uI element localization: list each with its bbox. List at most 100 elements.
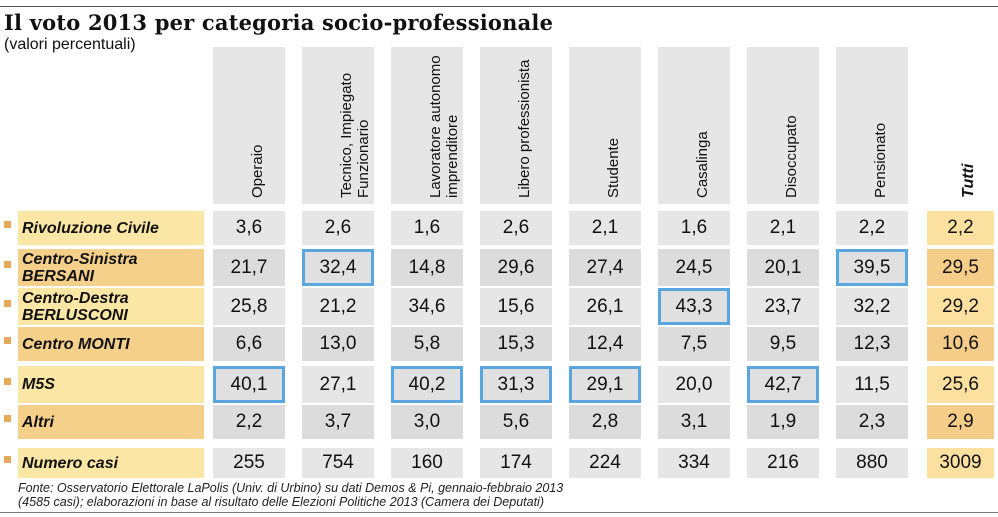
highlighted-cell: 42,7 (747, 366, 819, 403)
table-cell: 27,4 (569, 249, 641, 286)
row-bullet (4, 260, 11, 268)
chart-title: Il voto 2013 per categoria socio-profess… (4, 10, 554, 35)
table-cell: 2,6 (302, 211, 374, 245)
table-cell: 3,1 (658, 405, 730, 439)
row-label-text: Centro-Sinistra BERSANI (22, 250, 138, 285)
table-cell: 23,7 (747, 288, 819, 325)
table-cell: 6,6 (213, 327, 285, 361)
table-cell: 2,1 (569, 211, 641, 245)
table-cell: 12,3 (836, 327, 908, 361)
column-header-label: Libero professionista (516, 59, 533, 198)
row-label: Numero casi (18, 448, 204, 478)
table-cell: 3,7 (302, 405, 374, 439)
table-cell: 754 (302, 448, 374, 478)
table-cell: 1,9 (747, 405, 819, 439)
table-cell: 5,6 (480, 405, 552, 439)
table-cell: 24,5 (658, 249, 730, 286)
top-rule (0, 6, 998, 7)
row-label: Centro-Destra BERLUSCONI (18, 288, 204, 325)
highlighted-cell: 40,2 (391, 366, 463, 403)
row-bullet (4, 337, 11, 344)
chart-subtitle: (valori percentuali) (4, 36, 136, 53)
table-cell: 160 (391, 448, 463, 478)
row-bullet (4, 456, 11, 463)
table-cell: 13,0 (302, 327, 374, 361)
table-cell: 21,2 (302, 288, 374, 325)
column-header-label: Casalinga (694, 131, 711, 198)
row-bullet (4, 299, 11, 307)
table-cell: 2,8 (569, 405, 641, 439)
table-cell: 25,8 (213, 288, 285, 325)
bottom-rule (0, 512, 998, 513)
total-column-header-label: Tutti (959, 163, 977, 198)
table-cell: 2,6 (480, 211, 552, 245)
row-bullet (4, 377, 11, 385)
row-bullet (4, 221, 11, 228)
total-cell: 25,6 (927, 366, 994, 403)
table-cell: 7,5 (658, 327, 730, 361)
total-cell: 29,5 (927, 249, 994, 286)
column-header: Lavoratore autonomo imprenditore (391, 47, 463, 204)
table-cell: 334 (658, 448, 730, 478)
table-cell: 12,4 (569, 327, 641, 361)
row-label-text: Altri (22, 413, 54, 431)
highlighted-cell: 40,1 (213, 366, 285, 403)
table-cell: 15,3 (480, 327, 552, 361)
table-cell: 20,1 (747, 249, 819, 286)
column-header: Pensionato (836, 47, 908, 204)
table-cell: 32,2 (836, 288, 908, 325)
table-cell: 1,6 (391, 211, 463, 245)
table-cell: 29,6 (480, 249, 552, 286)
table-cell: 9,5 (747, 327, 819, 361)
column-header-label: Pensionato (872, 122, 889, 198)
total-cell: 2,9 (927, 405, 994, 439)
column-header-label: Lavoratore autonomo imprenditore (427, 55, 461, 198)
column-header: Operaio (213, 47, 285, 204)
table-cell: 1,6 (658, 211, 730, 245)
highlighted-cell: 32,4 (302, 249, 374, 286)
column-header: Casalinga (658, 47, 730, 204)
table-cell: 224 (569, 448, 641, 478)
table-cell: 34,6 (391, 288, 463, 325)
table-cell: 20,0 (658, 366, 730, 403)
row-label-text: Centro-Destra BERLUSCONI (22, 289, 129, 324)
column-header-label: Studente (605, 137, 622, 198)
table-cell: 21,7 (213, 249, 285, 286)
table-cell: 14,8 (391, 249, 463, 286)
row-label-text: Centro MONTI (22, 335, 130, 353)
source-note: Fonte: Osservatorio Elettorale LaPolis (… (18, 481, 564, 509)
column-header: Libero professionista (480, 47, 552, 204)
column-header-label: Disoccupato (783, 115, 800, 198)
row-label: M5S (18, 366, 204, 403)
table-cell: 2,2 (836, 211, 908, 245)
total-cell: 29,2 (927, 288, 994, 325)
row-label: Centro-Sinistra BERSANI (18, 249, 204, 286)
row-label-text: Numero casi (22, 454, 119, 472)
row-bullet (4, 415, 11, 422)
row-label: Centro MONTI (18, 327, 204, 361)
column-header: Studente (569, 47, 641, 204)
table-cell: 174 (480, 448, 552, 478)
table-cell: 26,1 (569, 288, 641, 325)
table-cell: 880 (836, 448, 908, 478)
row-label-text: Rivoluzione Civile (22, 219, 159, 237)
table-cell: 216 (747, 448, 819, 478)
column-header: Tecnico, Impiegato Funzionario (302, 47, 374, 204)
table-cell: 11,5 (836, 366, 908, 403)
total-column-header: Tutti (925, 47, 994, 204)
table-cell: 15,6 (480, 288, 552, 325)
total-cell: 2,2 (927, 211, 994, 245)
column-header-label: Tecnico, Impiegato Funzionario (338, 72, 372, 198)
row-label-text: M5S (22, 376, 55, 393)
total-cell: 3009 (927, 448, 994, 478)
highlighted-cell: 31,3 (480, 366, 552, 403)
table-cell: 5,8 (391, 327, 463, 361)
row-label: Rivoluzione Civile (18, 211, 204, 245)
table-cell: 27,1 (302, 366, 374, 403)
column-header: Disoccupato (747, 47, 819, 204)
table-cell: 3,6 (213, 211, 285, 245)
total-cell: 10,6 (927, 327, 994, 361)
highlighted-cell: 43,3 (658, 288, 730, 325)
column-header-label: Operaio (249, 144, 266, 198)
table-cell: 2,1 (747, 211, 819, 245)
